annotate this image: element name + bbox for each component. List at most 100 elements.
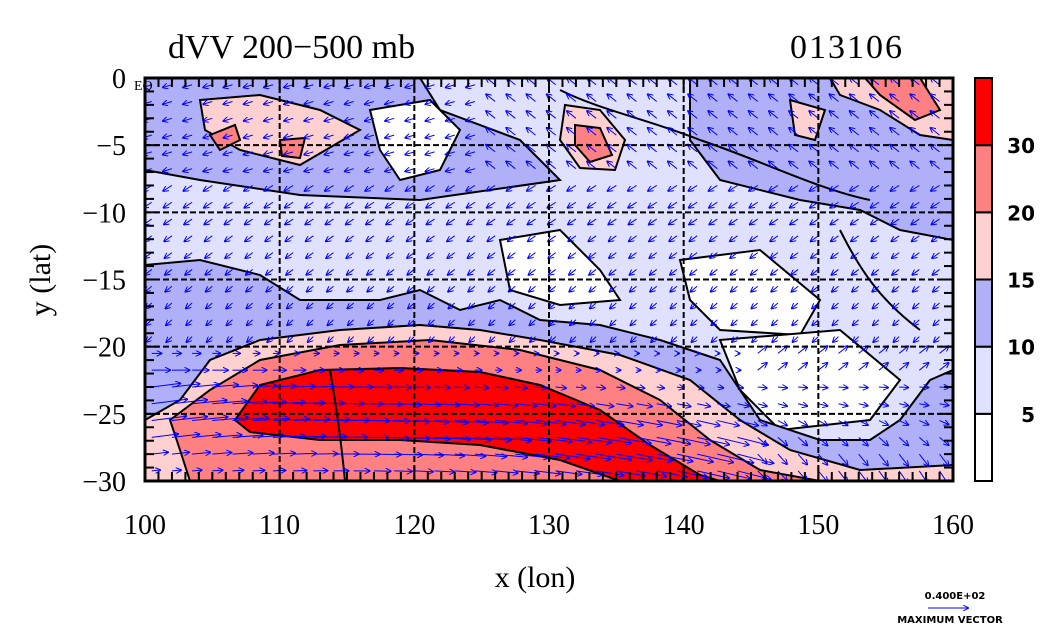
wind-vector xyxy=(729,128,738,136)
wind-vector xyxy=(629,252,637,258)
wind-vector xyxy=(345,152,354,155)
wind-vector xyxy=(858,436,868,445)
wind-vector xyxy=(408,285,415,291)
wind-vector xyxy=(426,201,435,207)
colorbar-label: 20 xyxy=(1007,201,1035,225)
wind-vector xyxy=(777,363,787,371)
wind-vector xyxy=(245,252,254,258)
wind-vector xyxy=(851,218,860,224)
wind-vector xyxy=(326,218,334,224)
wind-vector xyxy=(770,235,779,241)
wind-vector xyxy=(467,235,476,241)
wind-vector xyxy=(426,118,435,121)
wind-vector xyxy=(832,302,839,308)
wind-vector xyxy=(939,421,949,425)
wind-vector xyxy=(789,145,799,153)
wind-vector xyxy=(569,269,577,274)
wind-vector xyxy=(183,185,193,190)
wind-vector xyxy=(931,111,940,119)
wind-vector xyxy=(252,453,274,454)
wind-vector xyxy=(893,319,900,325)
wind-vector xyxy=(676,436,710,444)
wind-vector xyxy=(596,436,631,443)
wind-vector xyxy=(467,218,476,224)
wind-vector xyxy=(252,418,289,420)
wind-vector xyxy=(409,336,415,342)
wind-vector xyxy=(387,235,395,241)
wind-vector xyxy=(507,218,516,224)
wind-vector xyxy=(365,169,375,172)
wind-vector xyxy=(325,85,334,88)
wind-vector xyxy=(454,454,486,456)
wind-vector xyxy=(264,102,274,105)
wind-vector xyxy=(575,420,604,425)
wind-vector xyxy=(427,218,435,224)
wind-vector xyxy=(365,118,375,121)
wind-vector xyxy=(830,185,839,190)
wind-vector xyxy=(697,453,733,462)
wind-vector xyxy=(244,102,253,105)
wind-vector xyxy=(818,363,827,371)
wind-vector xyxy=(183,102,193,105)
wind-vector xyxy=(838,404,848,406)
wind-vector xyxy=(751,285,759,291)
wind-vector xyxy=(394,421,429,422)
wind-vector xyxy=(183,152,193,155)
wind-vector xyxy=(709,218,718,224)
wind-vector xyxy=(192,384,219,387)
wind-vector xyxy=(266,252,274,258)
wind-vector xyxy=(345,185,354,190)
wind-vector xyxy=(858,453,868,465)
wind-vector xyxy=(151,452,168,454)
wind-vector xyxy=(224,152,233,155)
wind-vector xyxy=(777,453,787,464)
wind-vector xyxy=(145,201,153,207)
wind-vector xyxy=(366,235,375,241)
y-axis-label: y (lat) xyxy=(24,244,57,316)
wind-vector xyxy=(610,319,617,325)
wind-vector xyxy=(284,135,294,138)
wind-vector xyxy=(797,363,807,371)
wind-vector xyxy=(530,319,536,325)
wind-vector xyxy=(385,135,395,138)
vector-legend-value: 0.400E+02 xyxy=(925,591,986,602)
wind-vector xyxy=(232,470,244,471)
wind-vector xyxy=(757,387,767,388)
wind-vector xyxy=(165,285,173,291)
wind-vector xyxy=(284,85,294,88)
wind-vector xyxy=(389,336,395,342)
wind-vector xyxy=(688,161,698,170)
wind-vector xyxy=(466,135,476,138)
wind-vector xyxy=(830,161,839,170)
wind-vector xyxy=(304,169,314,172)
wind-vector xyxy=(325,118,334,121)
wind-vector xyxy=(648,201,658,207)
wind-vector xyxy=(911,185,920,190)
x-tick-labels: 100 110 120 130 140 150 160 xyxy=(124,510,974,541)
wind-vector xyxy=(232,385,258,387)
wind-vector xyxy=(414,437,449,439)
wind-vector xyxy=(611,336,617,342)
wind-vector xyxy=(414,421,448,422)
colorbar: 5 10 15 20 30 xyxy=(974,77,1035,483)
wind-vector xyxy=(912,235,920,241)
wind-vector xyxy=(838,436,848,445)
wind-vector xyxy=(385,169,395,172)
wind-vector xyxy=(325,169,334,172)
wind-vector xyxy=(630,285,637,291)
wind-vector xyxy=(368,302,375,308)
wind-vector xyxy=(293,419,329,420)
wind-vector xyxy=(447,218,456,224)
wind-vector xyxy=(757,436,767,445)
wind-vector xyxy=(708,94,718,102)
wind-vector xyxy=(838,420,848,426)
wind-vector xyxy=(406,185,415,190)
wind-vector xyxy=(468,285,476,291)
wind-vector xyxy=(226,285,233,291)
wind-vector xyxy=(708,161,718,170)
vector-legend-label: MAXIMUM VECTOR xyxy=(897,615,1003,626)
wind-vector xyxy=(575,436,611,442)
wind-vector xyxy=(527,94,536,102)
wind-vector xyxy=(898,363,908,371)
colorbar-swatch xyxy=(974,278,993,348)
